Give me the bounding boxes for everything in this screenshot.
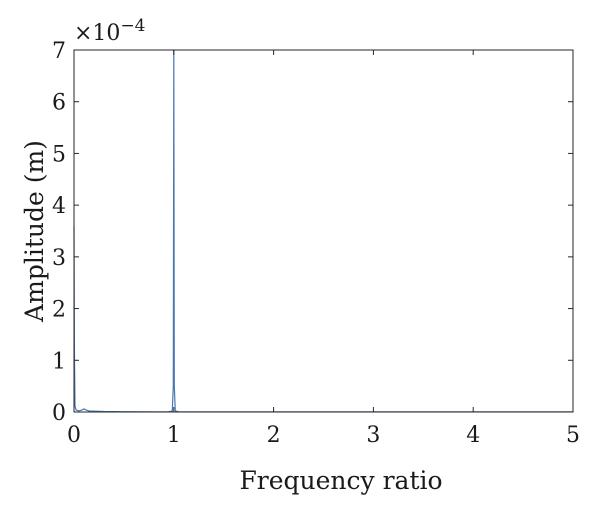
y-tick-label: 5	[52, 142, 66, 167]
y-tick-label: 4	[52, 194, 66, 219]
x-axis-title: Frequency ratio	[239, 466, 442, 495]
y-tick-label: 1	[52, 349, 66, 374]
ticks-layer: 0 1 2 3 4 5 0 1 2 3 4 5 6 7	[52, 39, 580, 448]
y-tick-label: 3	[52, 246, 66, 271]
y-tick-label: 2	[52, 298, 66, 323]
x-tick-label: 2	[267, 423, 281, 448]
x-tick-label: 3	[366, 423, 380, 448]
y-tick-label: 6	[52, 91, 66, 116]
y-exponent-label: ×10−4	[74, 16, 146, 46]
plot-area	[74, 50, 573, 412]
y-exponent-power: −4	[120, 16, 145, 36]
y-tick-label: 0	[52, 401, 66, 426]
plot-frame	[73, 49, 574, 413]
x-tick-label: 1	[167, 423, 181, 448]
y-axis-title: Amplitude (m)	[20, 140, 49, 323]
x-tick-label: 4	[466, 423, 480, 448]
y-tick-label: 7	[52, 39, 66, 64]
x-tick-label: 0	[67, 423, 81, 448]
x-tick-label: 5	[566, 423, 580, 448]
